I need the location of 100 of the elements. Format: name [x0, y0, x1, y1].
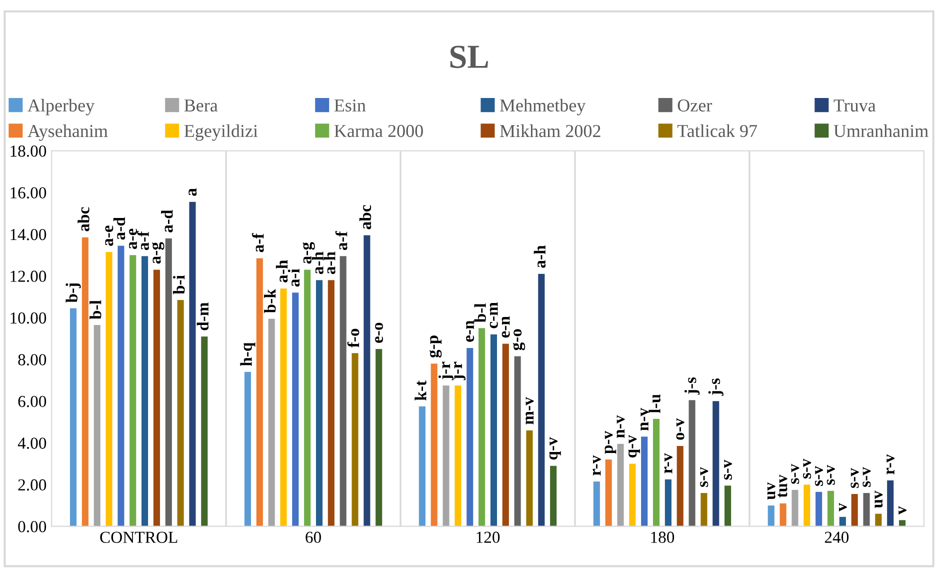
data-label: a-h — [276, 260, 288, 282]
legend-label: Egeyildizi — [184, 124, 258, 141]
y-tick-label: 18.00 — [10, 145, 46, 157]
legend-label: Alperbey — [28, 98, 95, 116]
bar — [593, 481, 600, 526]
bar — [189, 202, 196, 526]
data-label: r-v — [592, 455, 601, 476]
bar — [526, 430, 533, 526]
data-label: d-m — [196, 302, 209, 330]
bar — [165, 238, 172, 526]
data-label: tuv — [778, 474, 788, 498]
bar — [502, 344, 509, 526]
data-label: r-v — [664, 453, 672, 474]
data-label: s-v — [700, 467, 708, 487]
data-label: c-m — [490, 302, 498, 328]
bar — [256, 258, 263, 526]
y-tick-label: 12.00 — [10, 270, 46, 282]
bar — [376, 348, 382, 526]
bar — [676, 446, 684, 526]
legend-label: Ozer — [678, 99, 712, 112]
data-label: e-n — [502, 316, 510, 338]
bar — [629, 464, 636, 526]
data-label: a-g — [152, 242, 164, 264]
data-label: s-v — [814, 466, 823, 486]
bar — [652, 418, 660, 526]
data-label: a-h — [534, 245, 546, 268]
data-label: a-f — [252, 233, 264, 252]
y-tick-label: 14.00 — [10, 228, 46, 240]
legend-label: Aysehanim — [28, 124, 108, 141]
bar — [430, 364, 438, 526]
bar — [106, 252, 112, 526]
data-label: g-o — [512, 329, 526, 350]
bar — [804, 484, 810, 526]
data-label: a — [188, 188, 197, 196]
data-label: n-v — [616, 415, 625, 438]
data-label: v — [898, 506, 906, 515]
bar — [851, 494, 858, 526]
bar — [780, 503, 786, 526]
x-tick-label: 240 — [824, 532, 849, 543]
bar — [839, 516, 846, 526]
data-label: abc — [78, 207, 90, 232]
data-label: j-s — [684, 377, 700, 395]
data-label: s-v — [803, 458, 812, 479]
bar — [724, 486, 732, 526]
data-label: b-l — [90, 300, 102, 320]
chart-title: SL — [450, 46, 488, 68]
bar — [478, 328, 486, 526]
bar — [898, 520, 906, 526]
bar — [177, 300, 184, 526]
legend-label: Mikham 2002 — [500, 124, 600, 138]
y-tick-label: 4.00 — [18, 438, 46, 449]
data-label: a-i — [288, 268, 300, 287]
legend-label: Umranhanim — [834, 124, 928, 138]
bar — [514, 356, 521, 526]
data-label: s-v — [791, 464, 800, 484]
data-label: b-j — [66, 283, 81, 303]
bar — [316, 280, 323, 526]
y-tick-label: 8.00 — [18, 354, 46, 366]
bar — [118, 246, 124, 526]
bar — [827, 490, 834, 526]
bar — [442, 386, 450, 526]
bar — [244, 372, 251, 526]
data-label: e-n — [466, 320, 474, 342]
bar — [418, 406, 426, 526]
data-label: m-v — [526, 397, 534, 424]
data-label: g-p — [429, 336, 442, 358]
data-label: a-f — [137, 230, 149, 250]
data-label: s-v — [724, 460, 732, 480]
bar — [641, 436, 648, 526]
data-label: s-v — [850, 468, 859, 488]
data-label: q-v — [549, 437, 561, 460]
bar — [550, 466, 557, 526]
data-label: b-k — [264, 289, 276, 313]
x-tick-label: 180 — [651, 532, 674, 543]
data-label: s-v — [826, 464, 835, 485]
bar — [328, 280, 334, 526]
bar — [352, 353, 358, 526]
bar — [768, 505, 774, 526]
bar — [142, 256, 148, 526]
y-tick-label: 0.00 — [18, 521, 46, 532]
bar — [617, 444, 624, 526]
data-label: uv — [767, 482, 776, 500]
y-tick-label: 10.00 — [10, 312, 46, 324]
data-label: b-i — [172, 275, 185, 294]
bar — [201, 336, 208, 526]
legend-label: Tatlicak 97 — [677, 124, 758, 138]
data-label: a-h — [324, 252, 336, 274]
bar — [816, 492, 822, 526]
legend-label: Karma 2000 — [334, 124, 423, 138]
bar — [292, 292, 299, 526]
y-tick-label: 6.00 — [18, 396, 46, 408]
bar — [454, 386, 462, 526]
bar — [664, 479, 672, 526]
y-tick-label: 16.00 — [10, 187, 46, 199]
bar — [268, 318, 275, 526]
x-tick-label: 60 — [306, 532, 321, 543]
bar — [863, 492, 870, 526]
bar — [887, 480, 894, 526]
data-label: a-e — [129, 228, 138, 250]
data-label: n-v — [640, 408, 649, 431]
